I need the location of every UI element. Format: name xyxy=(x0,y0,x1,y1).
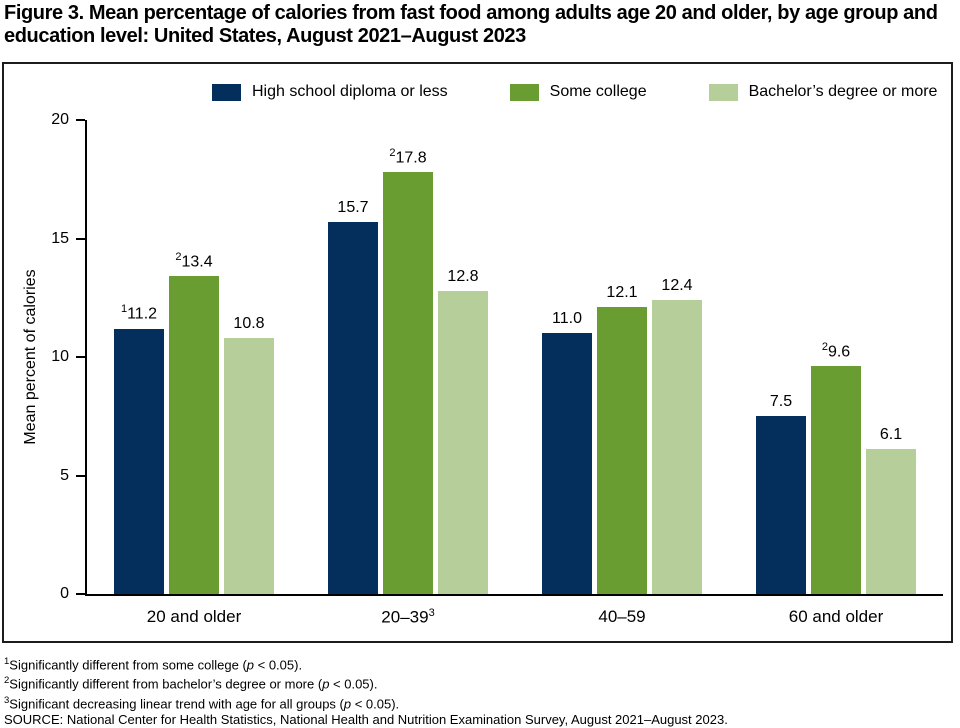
legend-label: Some college xyxy=(549,83,647,100)
legend-swatch-icon xyxy=(212,83,241,101)
y-axis-tick xyxy=(76,237,85,240)
y-axis-tick-label: 15 xyxy=(51,229,69,247)
bar-value-label: 7.5 xyxy=(769,393,793,411)
footnote-line: 3Significant decreasing linear trend wit… xyxy=(4,694,400,711)
y-axis-tick xyxy=(76,119,85,121)
bar: 6.1 xyxy=(866,426,916,594)
bar: 12.4 xyxy=(652,277,702,594)
legend-item: High school diploma or less xyxy=(212,83,448,101)
bar-value-label: 15.7 xyxy=(337,198,369,216)
bar: 12.8 xyxy=(438,268,488,594)
bar-group: 111.2 213.4 10.8 20 and older xyxy=(114,120,274,626)
y-axis-tick-label: 5 xyxy=(60,466,69,484)
x-axis-category-label: 20 and older xyxy=(146,607,242,626)
plot-area: Mean percent of calories 0 5 10 15 20 111.2 21… xyxy=(22,111,943,627)
bar-value-label: 111.2 xyxy=(120,303,158,323)
bar-value-label: 6.1 xyxy=(879,426,903,444)
bar: 11.0 xyxy=(542,310,592,594)
bar: 7.5 xyxy=(756,393,806,594)
bar: 10.8 xyxy=(224,315,274,594)
bar: 217.8 xyxy=(383,147,433,594)
x-axis-category-label: 60 and older xyxy=(788,607,884,626)
y-axis-tick xyxy=(76,356,85,358)
bar: 12.1 xyxy=(597,284,647,594)
y-axis-tick-label: 0 xyxy=(60,585,69,602)
chart-frame: High school diploma or less Some college B… xyxy=(2,62,953,643)
x-axis-category-label: 40–59 xyxy=(598,607,646,626)
bar: 213.4 xyxy=(169,251,219,594)
y-axis-tick xyxy=(76,474,85,477)
legend-swatch-icon xyxy=(708,83,738,101)
bar: 15.7 xyxy=(328,199,378,594)
figure-title: Figure 3. Mean percentage of calories fr… xyxy=(4,2,938,47)
legend-swatch-icon xyxy=(509,83,539,101)
y-axis-tick-label: 20 xyxy=(51,111,69,128)
bar-value-label: 11.0 xyxy=(552,310,582,328)
y-axis-tick-label: 10 xyxy=(51,348,69,365)
legend-item: Bachelor’s degree or more xyxy=(708,83,938,101)
legend: High school diploma or less Some college B… xyxy=(212,83,937,101)
bar-value-label: 213.4 xyxy=(175,251,213,271)
bar-group: 15.7 217.8 12.8 20–393 xyxy=(328,120,488,627)
bar-value-label: 10.8 xyxy=(233,315,265,333)
bar-value-label: 12.8 xyxy=(447,267,479,285)
bar: 29.6 xyxy=(811,341,861,594)
footnote-line: 2Significantly different from bachelor’s… xyxy=(4,675,378,692)
bar: 111.2 xyxy=(114,303,164,594)
legend-item: Some college xyxy=(509,83,647,101)
bar-value-label: 217.8 xyxy=(389,146,427,167)
legend-label: Bachelor’s degree or more xyxy=(748,83,938,100)
y-axis-tick xyxy=(76,593,85,595)
legend-label: High school diploma or less xyxy=(252,83,448,100)
bar-group: 11.0 12.1 12.4 40–59 xyxy=(542,120,702,626)
footnote-line: 1Significantly different from some colle… xyxy=(4,656,303,673)
x-axis-category-label: 20–393 xyxy=(381,607,435,627)
bar-value-label: 12.4 xyxy=(661,277,693,295)
bar-value-label: 12.1 xyxy=(606,284,638,302)
footnotes: 1Significantly different from some colle… xyxy=(4,654,728,728)
bar-value-label: 29.6 xyxy=(821,341,851,361)
bar-group: 7.5 29.6 6.1 60 and older xyxy=(756,120,916,626)
